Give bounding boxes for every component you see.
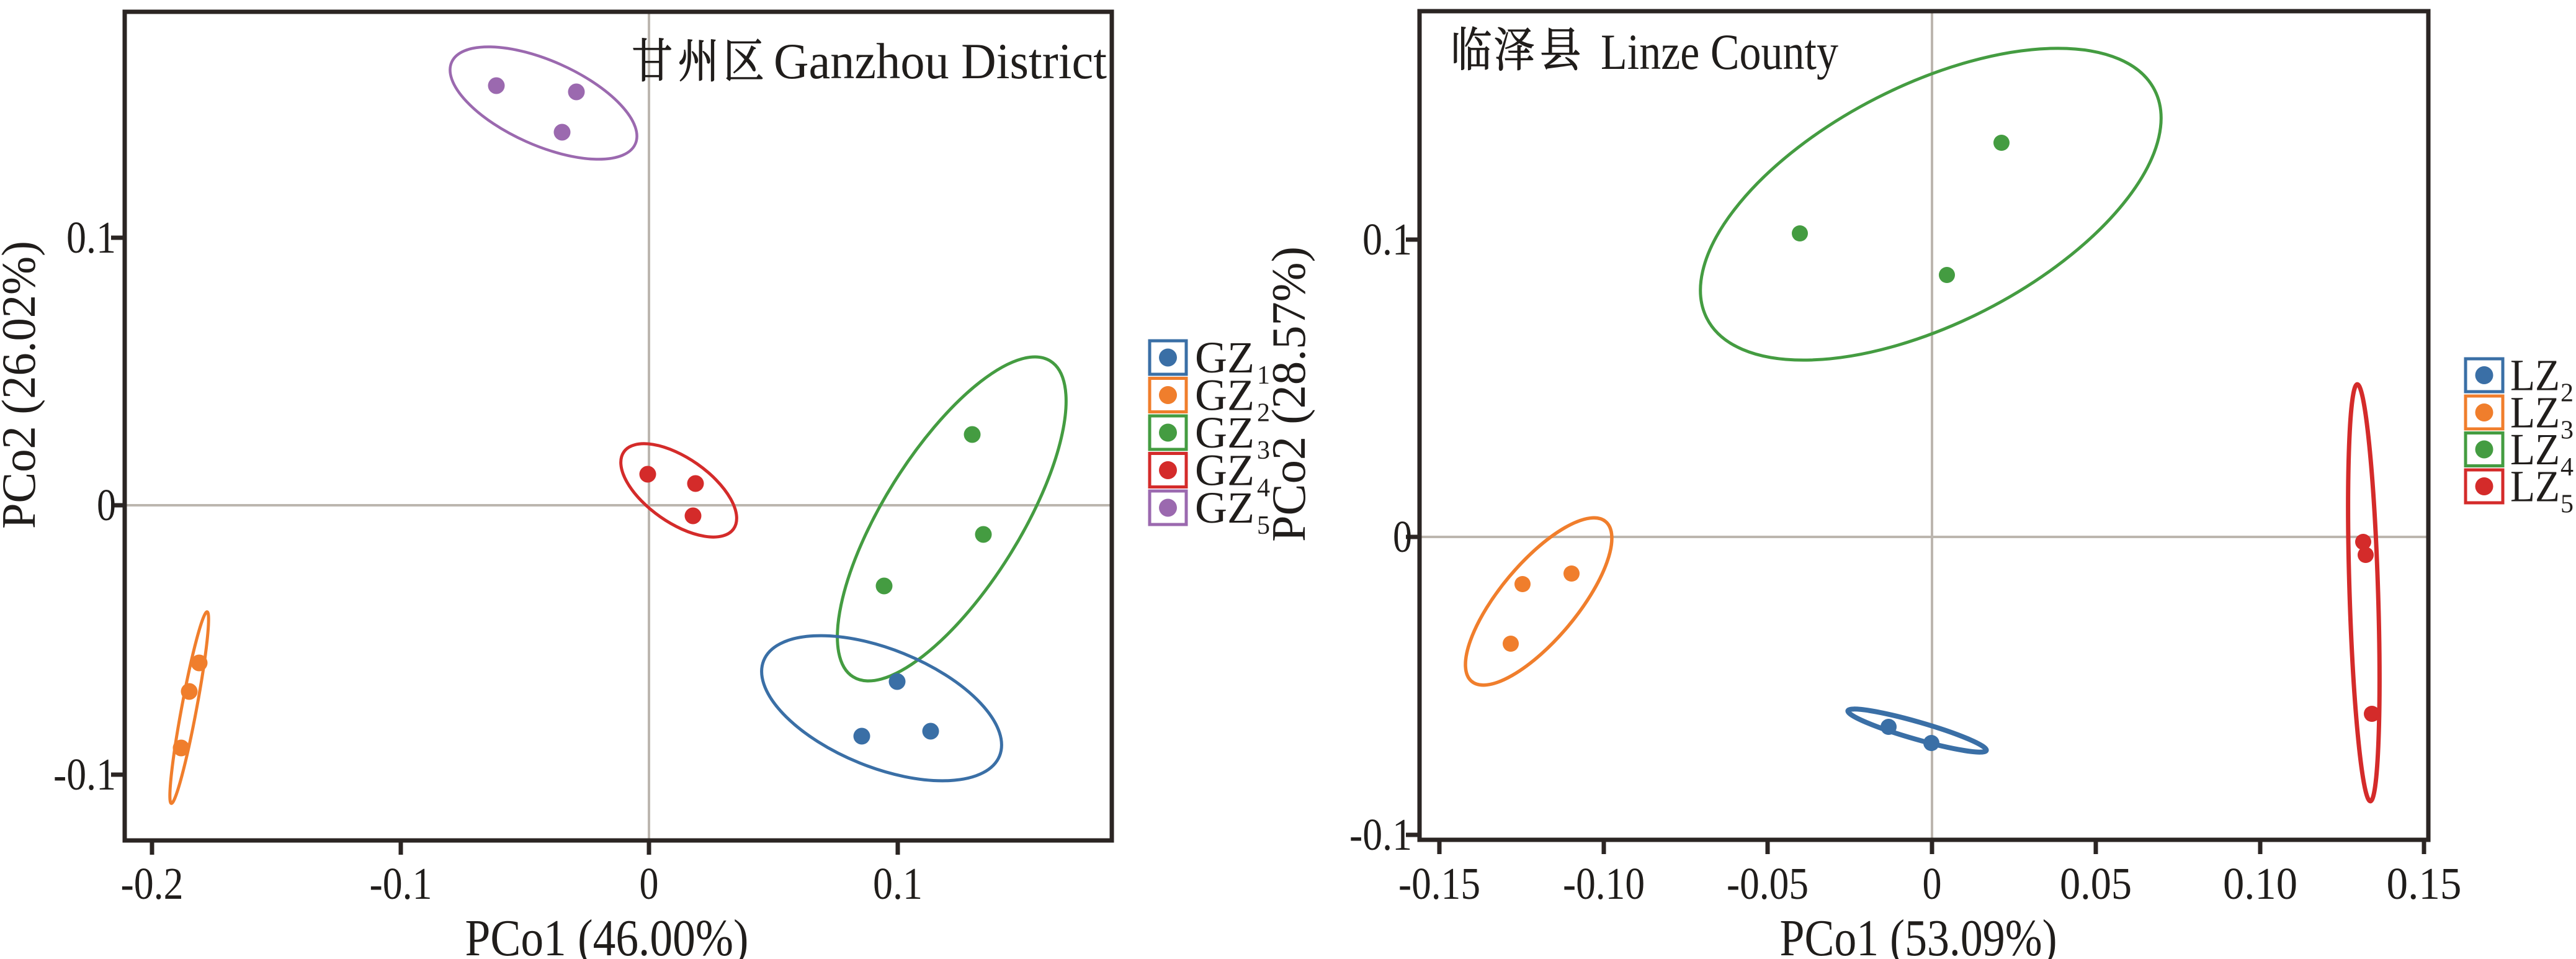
svg-text:3: 3 (1257, 436, 1270, 465)
svg-text:Ganzhou District: Ganzhou District (774, 33, 1107, 89)
svg-text:GZ: GZ (1195, 371, 1254, 420)
svg-text:Linze County: Linze County (1601, 24, 1838, 80)
svg-text:PCo2 (26.02%): PCo2 (26.02%) (0, 241, 45, 529)
svg-text:4: 4 (2560, 453, 2574, 482)
svg-text:-0.1: -0.1 (370, 858, 432, 909)
svg-text:0.15: 0.15 (2387, 858, 2462, 909)
svg-text:LZ: LZ (2510, 425, 2560, 474)
svg-text:0.1: 0.1 (873, 858, 923, 909)
svg-text:1: 1 (1257, 361, 1270, 390)
svg-text:0: 0 (1393, 511, 1412, 562)
svg-text:0.05: 0.05 (2060, 858, 2132, 909)
svg-text:PCo1 (53.09%): PCo1 (53.09%) (1780, 909, 2057, 959)
svg-text:2: 2 (1257, 399, 1270, 428)
svg-text:0.1: 0.1 (66, 212, 116, 263)
svg-text:4: 4 (1257, 474, 1270, 503)
svg-text:0: 0 (97, 480, 116, 530)
svg-text:LZ: LZ (2510, 388, 2560, 438)
svg-text:-0.10: -0.10 (1563, 858, 1645, 909)
svg-text:LZ: LZ (2510, 462, 2560, 511)
svg-text:LZ: LZ (2510, 351, 2560, 400)
svg-text:0.10: 0.10 (2223, 858, 2297, 909)
svg-text:5: 5 (1257, 511, 1270, 540)
svg-text:PCo1 (46.00%): PCo1 (46.00%) (465, 909, 749, 959)
svg-text:-0.15: -0.15 (1398, 858, 1480, 909)
svg-text:3: 3 (2560, 416, 2574, 445)
svg-text:0.1: 0.1 (1362, 214, 1412, 264)
svg-text:PCo2 (28.57%): PCo2 (28.57%) (1262, 246, 1315, 542)
svg-text:GZ: GZ (1195, 446, 1254, 495)
svg-text:-0.05: -0.05 (1727, 858, 1809, 909)
svg-text:0: 0 (640, 858, 659, 909)
svg-text:2: 2 (2560, 379, 2574, 408)
svg-text:-0.1: -0.1 (53, 749, 116, 799)
svg-text:-0.1: -0.1 (1349, 809, 1412, 860)
svg-text:GZ: GZ (1195, 483, 1254, 533)
svg-text:5: 5 (2560, 490, 2574, 519)
svg-text:0: 0 (1923, 858, 1942, 909)
svg-text:GZ: GZ (1195, 333, 1254, 382)
svg-text:-0.2: -0.2 (121, 858, 184, 909)
svg-text:GZ: GZ (1195, 408, 1254, 457)
